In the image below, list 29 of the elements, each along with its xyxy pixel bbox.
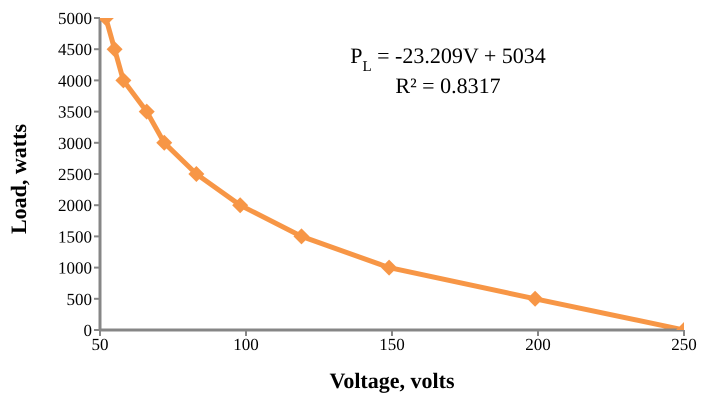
x-tick-label: 100	[233, 335, 259, 354]
point	[293, 228, 310, 244]
point	[232, 197, 248, 214]
point	[527, 290, 544, 307]
x-tick-label: 50	[92, 335, 108, 354]
point	[381, 260, 398, 276]
point	[138, 104, 155, 120]
y-tick-label: 3500	[58, 102, 92, 122]
point	[115, 72, 132, 88]
x-tick-label: 150	[379, 335, 405, 354]
y-tick-label: 2000	[58, 196, 92, 216]
y-tick-label: 4500	[58, 40, 92, 60]
x-axis-title: Voltage, volts	[329, 368, 455, 393]
annotation: P$_{L}$ = -23.209V + 5034	[350, 43, 546, 75]
y-tick-label: 4000	[58, 71, 92, 90]
y-tick-label: 0	[84, 321, 92, 340]
y-tick-label: 2500	[58, 165, 92, 184]
y-tick-label: 1000	[58, 258, 92, 278]
point	[156, 134, 172, 151]
y-tick-label: 500	[66, 290, 92, 309]
y-tick-label: 3000	[58, 134, 92, 153]
annotation: R² = 0.8317	[395, 73, 501, 98]
point	[106, 41, 123, 58]
y-tick-label: 5000	[58, 9, 92, 28]
x-tick-label: 200	[525, 335, 551, 354]
y-axis-title: Load, watts	[6, 124, 31, 234]
x-tick-label: 250	[671, 335, 697, 354]
y-tick-label: 1500	[58, 227, 92, 246]
point	[188, 166, 204, 182]
